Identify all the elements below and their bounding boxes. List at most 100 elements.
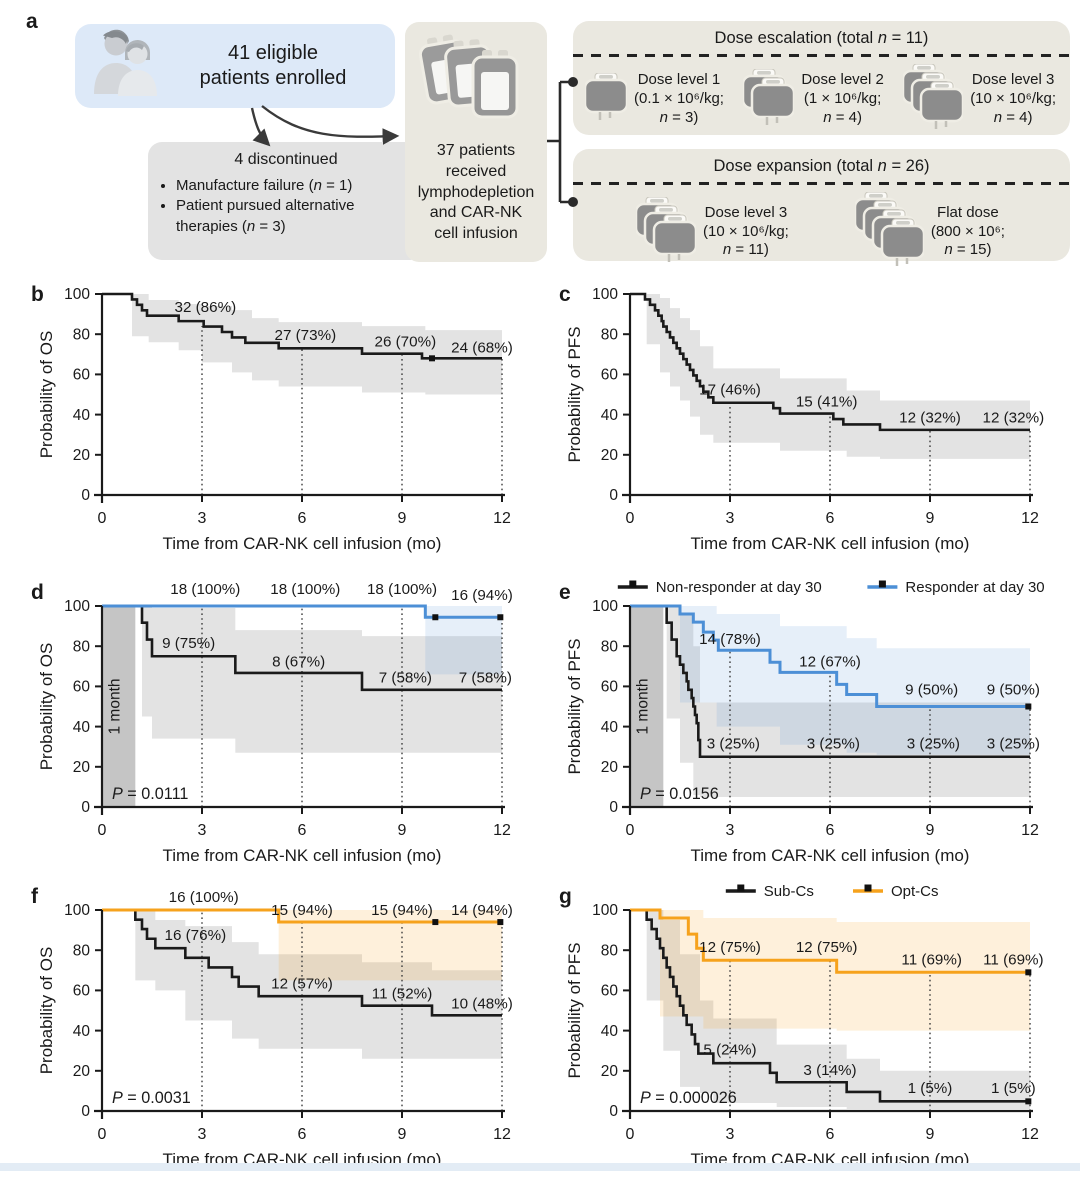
p-value: P = 0.0156 — [640, 785, 719, 803]
dashed-divider — [573, 182, 1070, 185]
x-tick-label: 12 — [493, 822, 511, 839]
at-risk-annotation: 3 (25%) — [707, 736, 760, 753]
at-risk-annotation: 16 (94%) — [451, 587, 513, 604]
flat-dose-item: Flat dose (800 × 10⁶; n = 15) — [853, 191, 1005, 272]
y-tick-label: 20 — [601, 759, 619, 776]
dashed-divider — [573, 54, 1070, 57]
y-tick-label: 40 — [73, 1023, 91, 1040]
p-value: P = 0.0111 — [112, 785, 188, 803]
confidence-band — [278, 910, 502, 981]
at-risk-annotation: 32 (86%) — [175, 299, 237, 316]
panel-label-b: b — [31, 283, 44, 306]
km-chart-d: 1 month 0 20 40 60 80 100 0 3 6 9 12 Probability of … — [31, 581, 513, 865]
y-tick-label: 20 — [73, 1063, 91, 1080]
x-tick-label: 6 — [826, 510, 835, 527]
dose-level-1-item: Dose level 1 (0.1 × 10⁶/kg; n = 3) — [583, 71, 724, 127]
at-risk-annotation: 15 (41%) — [796, 394, 858, 411]
p-value: P = 0.000026 — [640, 1089, 737, 1107]
y-tick-label: 60 — [601, 983, 619, 1000]
y-tick-label: 40 — [601, 407, 619, 424]
at-risk-annotation: 26 (70%) — [375, 333, 437, 350]
infusion-bag-icon — [583, 72, 629, 126]
dose-n: n = 4) — [993, 108, 1033, 126]
dose-level-3-text: Dose level 3 (10 × 10⁶/kg; n = 4) — [970, 71, 1056, 127]
dose-level-2-text: Dose level 2 (1 × 10⁶/kg; n = 4) — [801, 71, 884, 127]
km-panel-d-os-by-response: 1 month 0 20 40 60 80 100 0 3 6 9 12 Probability of … — [25, 566, 555, 878]
branch-bracket — [547, 80, 570, 204]
at-risk-annotation: 18 (100%) — [170, 581, 240, 598]
infusion-box: 37 patients received lymphodepletion and… — [405, 22, 547, 262]
at-risk-annotation: 3 (25%) — [907, 736, 960, 753]
km-curve — [630, 604, 1030, 759]
at-risk-annotation: 3 (25%) — [987, 736, 1040, 753]
censor-mark — [432, 919, 439, 926]
legend-label: Opt-Cs — [891, 883, 939, 900]
landmark-band — [630, 606, 664, 807]
dose-expansion-items: Dose level 3 (10 × 10⁶/kg; n = 11) — [573, 185, 1070, 272]
confidence-band — [425, 606, 502, 675]
enrolled-line-1: 41 eligible — [227, 42, 319, 64]
dose-detail: (0.1 × 10⁶/kg; — [634, 90, 724, 108]
y-tick-label: 80 — [73, 326, 91, 343]
x-axis-title: Time from CAR-NK cell infusion (mo) — [163, 846, 442, 865]
infusion-bag-icon — [634, 196, 698, 268]
legend-marker-dot — [737, 884, 745, 892]
y-tick-label: 40 — [73, 719, 91, 736]
y-tick-label: 0 — [81, 799, 90, 816]
enrolled-patients-text: 41 eligible patients enrolled — [163, 41, 383, 91]
at-risk-annotation: 9 (50%) — [905, 681, 958, 698]
x-tick-label: 9 — [926, 822, 935, 839]
x-axis-title: Time from CAR-NK cell infusion (mo) — [691, 846, 970, 865]
censor-mark — [1025, 703, 1032, 710]
confidence-band — [142, 606, 502, 753]
footer-strip — [0, 1163, 1080, 1171]
y-tick-label: 20 — [73, 447, 91, 464]
km-chart-b: 0 20 40 60 80 100 0 3 6 9 12 Probability of OS Time … — [31, 283, 513, 553]
y-tick-label: 0 — [81, 1103, 90, 1120]
y-tick-label: 40 — [601, 1023, 619, 1040]
confidence-band — [646, 910, 1030, 1109]
infusion-line: received — [445, 162, 507, 180]
confidence-band — [646, 294, 1030, 459]
y-tick-label: 60 — [73, 679, 91, 696]
dose-n: n = 15) — [944, 241, 992, 259]
arrow-to-infusion — [261, 105, 400, 145]
x-tick-label: 3 — [726, 1126, 735, 1143]
discontinued-reason: Patient pursued alternative therapies (n… — [176, 196, 418, 237]
confidence-band — [132, 294, 502, 395]
x-tick-label: 0 — [98, 510, 107, 527]
dose-n: n = 3) — [659, 108, 699, 126]
panel-label-e: e — [559, 581, 571, 604]
km-chart-e: 1 month 0 20 40 60 80 100 0 3 6 9 12 Probability of … — [559, 579, 1045, 865]
at-risk-annotation: 12 (32%) — [983, 410, 1045, 427]
km-curve — [102, 908, 502, 1017]
km-curve — [102, 604, 502, 692]
censor-mark — [429, 355, 435, 362]
dose-n: n = 11) — [722, 241, 769, 259]
y-tick-label: 80 — [601, 638, 619, 655]
dose-label: Dose level 2 — [801, 71, 884, 89]
confidence-band — [660, 910, 1030, 1031]
infusion-line: lymphodepletion — [417, 183, 535, 201]
censor-mark — [432, 614, 439, 621]
x-axis-title: Time from CAR-NK cell infusion (mo) — [163, 534, 442, 553]
at-risk-annotation: 9 (50%) — [987, 681, 1040, 698]
dose-level-3-item: Dose level 3 (10 × 10⁶/kg; n = 4) — [901, 63, 1056, 135]
y-axis-title: Probability of PFS — [565, 942, 584, 1078]
landmark-band — [102, 606, 136, 807]
expansion-dose-level-3-text: Dose level 3 (10 × 10⁶/kg; n = 11) — [703, 204, 789, 260]
km-curve — [102, 908, 502, 924]
y-tick-label: 0 — [609, 1103, 618, 1120]
y-tick-label: 80 — [73, 638, 91, 655]
x-tick-label: 9 — [926, 1126, 935, 1143]
y-axis-title: Probability of PFS — [565, 326, 584, 462]
y-tick-label: 60 — [601, 679, 619, 696]
y-tick-label: 60 — [73, 983, 91, 1000]
panel-label-d: d — [31, 581, 44, 604]
x-tick-label: 9 — [398, 1126, 407, 1143]
y-tick-label: 80 — [73, 942, 91, 959]
x-tick-label: 12 — [493, 1126, 511, 1143]
x-tick-label: 6 — [826, 822, 835, 839]
